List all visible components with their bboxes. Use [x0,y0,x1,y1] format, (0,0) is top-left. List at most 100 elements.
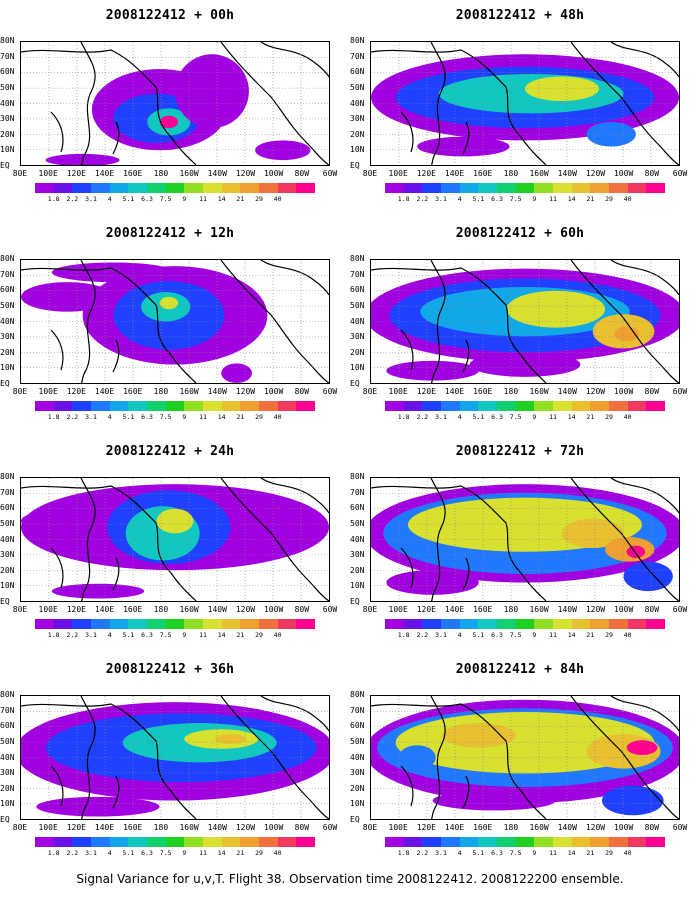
coastline [220,478,329,601]
colorbar-label: 3.1 [85,631,97,639]
coastline [80,42,96,165]
colorbar-swatch [571,619,591,629]
colorbar-swatch [240,837,260,847]
latitude-label: 10N [0,363,15,373]
colorbar-swatch [259,837,278,847]
coastline [371,703,547,819]
longitude-label: 120E [416,823,436,832]
variance-map [370,477,680,602]
colorbar-swatch [221,183,241,193]
colorbar-swatch [128,401,148,411]
variance-contour [441,723,516,748]
colorbar-swatch [459,619,479,629]
colorbar-swatch [571,183,591,193]
colorbar-swatch [147,837,166,847]
latitude-label: 60N [0,721,15,731]
map-canvas [371,42,679,165]
longitude-label: 80E [12,823,28,832]
colorbar-swatch [497,401,516,411]
colorbar-label: 7.5 [509,849,522,857]
latitude-label: 80N [0,472,15,481]
coastline [570,478,679,601]
longitude-label: 120E [416,169,436,178]
colorbar-swatch [422,619,442,629]
colorbar-swatch [534,837,554,847]
colorbar-swatch [422,837,442,847]
latitude-label: 70N [0,269,15,279]
colorbar-swatch [203,619,222,629]
latitude-label: 20N [350,565,365,575]
colorbar-swatch [627,401,647,411]
colorbar-label: 40 [623,631,632,639]
longitude-label: 180 [153,605,169,614]
longitude-label: 140W [557,387,577,396]
colorbar-swatch [277,837,297,847]
variance-contour [561,518,624,549]
colorbar-swatch [128,183,148,193]
variance-contour [21,282,114,312]
colorbar-swatch [534,619,554,629]
colorbar [35,401,316,411]
colorbar-label: 14 [567,195,576,203]
longitude-label: 100W [613,169,634,178]
latitude-label: 50N [350,300,365,310]
colorbar-swatch [277,401,297,411]
coastline [610,42,679,78]
colorbar-swatch [441,183,460,193]
latitude-label: 50N [0,82,15,92]
colorbar-labels: 1.8 2.2 3.1 4 5.1 6.3 7.5 9 11 14 21 29 40 [385,413,665,422]
map-canvas [371,696,679,819]
longitude-label: 120E [66,605,86,614]
coastline [260,260,329,296]
colorbar-label: 11 [199,849,207,857]
latitude-label: 40N [350,316,365,326]
longitude-label: 80W [294,605,310,614]
colorbar-swatch [497,619,516,629]
colorbar-label: 40 [623,195,632,203]
coastline [371,49,547,165]
longitude-label: 140E [94,605,115,614]
longitude-label: 100W [263,605,284,614]
variance-contour [398,745,436,770]
latitude-label: 80N [350,690,365,699]
colorbar-swatch [296,619,316,629]
coastline [400,765,470,809]
colorbar-swatch [646,183,666,193]
colorbar-swatch [385,401,404,411]
colorbar-label: 6.3 [141,631,153,639]
longitude-label: 80W [644,823,660,832]
longitude-label: 80E [362,387,378,396]
latitude-label: EQ [0,161,10,170]
colorbar-swatch [203,837,222,847]
longitude-label: 60W [322,387,338,396]
colorbar-swatch [478,401,498,411]
colorbar-swatch [441,837,460,847]
latitude-label: 10N [350,581,365,591]
colorbar-label: 40 [623,849,632,857]
colorbar-label: 7.5 [509,413,522,421]
colorbar-label: 1.8 [397,413,410,421]
longitude-label: 100E [388,605,408,614]
colorbar-labels: 1.8 2.2 3.1 4 5.1 6.3 7.5 9 11 14 21 29 40 [35,413,315,422]
latitude-label: 80N [350,472,365,481]
latitude-label: 10N [0,799,15,809]
colorbar-label: 40 [273,195,282,203]
longitude-label: 100W [613,823,634,832]
variance-contour [506,290,606,328]
coastline [430,696,446,819]
latitude-label: 50N [0,300,15,310]
variance-contour [51,583,145,599]
longitude-label: 160E [473,387,493,396]
longitude-label: 60W [672,823,688,832]
variance-contour [602,785,664,816]
longitude-label: 160W [529,823,549,832]
colorbar-swatch [590,401,610,411]
colorbar-swatch [35,619,54,629]
longitude-label: 80E [362,169,378,178]
latitude-label: 40N [350,752,365,762]
colorbar [385,619,666,629]
colorbar-swatch [646,401,666,411]
latitude-label: 10N [0,145,15,155]
coastline [430,478,446,601]
coastline [570,696,679,819]
